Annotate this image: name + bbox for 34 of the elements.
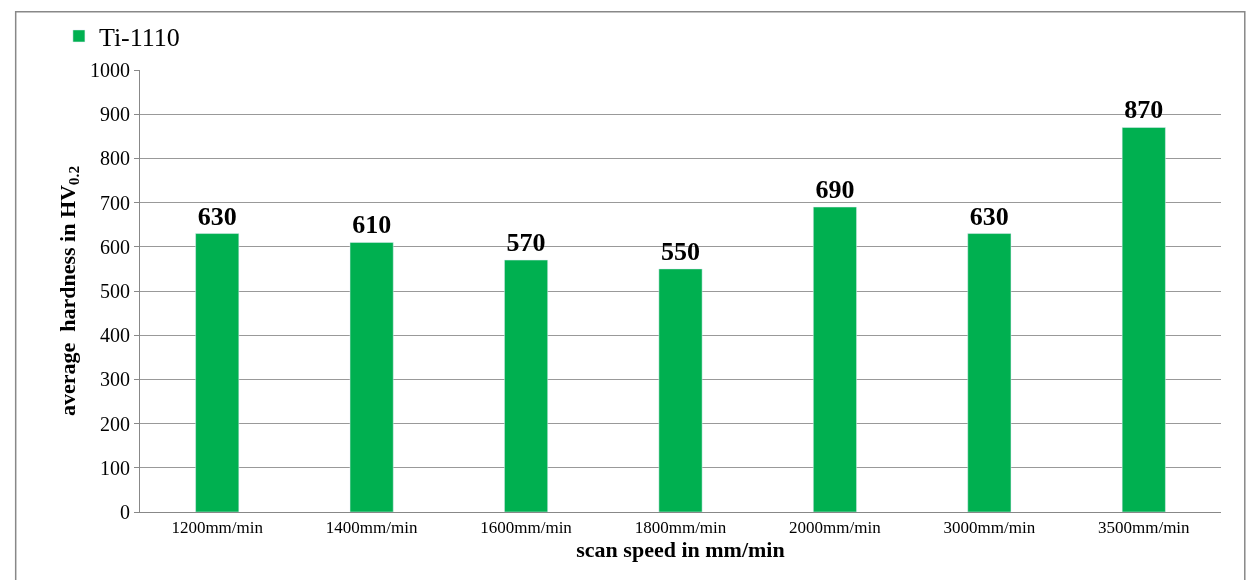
data-label: 610 — [352, 210, 392, 240]
y-tick-label: 200 — [100, 412, 130, 435]
data-label: 870 — [1124, 95, 1164, 125]
y-tick-label: 400 — [100, 324, 130, 347]
y-tick-label: 800 — [100, 147, 130, 170]
x-tick-label: 1400mm/min — [325, 518, 418, 538]
x-tick-label: 2000mm/min — [789, 518, 882, 538]
y-tick-label: 600 — [100, 235, 130, 258]
y-tick-label: 700 — [100, 191, 130, 214]
y-tick-label: 900 — [100, 103, 130, 126]
bar — [1121, 127, 1166, 512]
bar — [504, 259, 548, 512]
y-tick-label: 0 — [120, 501, 130, 523]
x-tick-label: 3000mm/min — [943, 518, 1036, 538]
bar — [349, 242, 394, 512]
x-tick-label: 1600mm/min — [480, 518, 573, 538]
y-tick-label: 300 — [100, 368, 130, 391]
data-label: 690 — [815, 175, 855, 205]
data-label: 630 — [197, 201, 237, 231]
bar — [967, 233, 1012, 512]
y-tick-label: 100 — [100, 456, 130, 479]
data-label: 630 — [969, 201, 1009, 231]
data-label: 550 — [661, 236, 700, 266]
x-tick-label: 1800mm/min — [634, 518, 727, 538]
x-axis-title: scan speed in mm/min — [576, 537, 785, 563]
data-label: 570 — [506, 228, 546, 258]
bar — [813, 206, 857, 512]
x-tick-label: 3500mm/min — [1097, 518, 1191, 538]
y-tick-label: 500 — [100, 280, 130, 302]
x-tick-label: 1200mm/min — [171, 518, 264, 538]
bar — [195, 233, 240, 512]
legend-label: Ti-1110 — [98, 23, 180, 53]
bar — [658, 268, 703, 512]
y-tick-label: 1000 — [90, 59, 130, 81]
